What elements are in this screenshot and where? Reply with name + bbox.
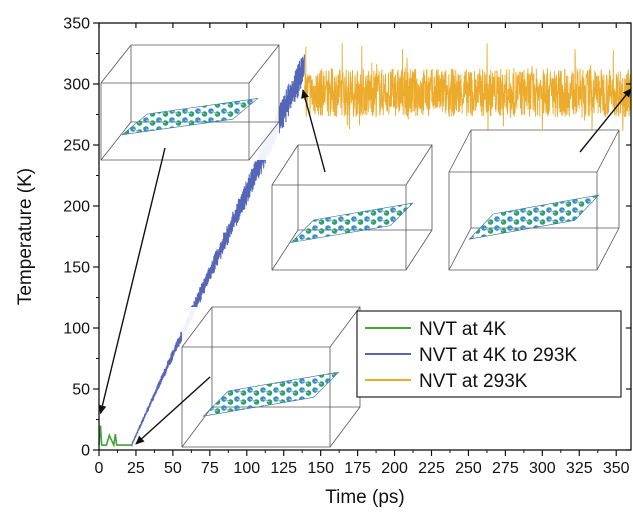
atom-lattice — [290, 202, 414, 243]
x-axis-title: Time (ps) — [325, 487, 405, 508]
x-tick-label: 300 — [529, 460, 556, 477]
y-tick-label: 300 — [63, 77, 90, 94]
y-tick-label: 0 — [81, 443, 90, 460]
atom-lattice — [202, 371, 340, 417]
snapshot-box-edge — [271, 144, 299, 186]
x-tick-label: 0 — [95, 460, 104, 477]
series-line-nvt-4k — [98, 425, 132, 448]
x-tick-label: 125 — [270, 460, 297, 477]
y-axis-title: Temperature (K) — [15, 168, 36, 305]
snapshot-box-edge — [181, 306, 213, 348]
snapshot-box-edge — [596, 129, 620, 173]
arrow-initial — [98, 147, 166, 415]
axes: 0 25 50 75 100 125 150 175 200 225 250 275 300 325 350… — [15, 16, 632, 508]
snapshot-box-edge — [271, 229, 299, 271]
legend-label: NVT at 293K — [419, 371, 528, 392]
x-tick-label: 75 — [201, 460, 219, 477]
snapshot-box-edge — [100, 121, 132, 161]
x-tick-label: 100 — [233, 460, 260, 477]
y-tick-label: 50 — [72, 382, 90, 399]
arrow-ramp-end — [301, 89, 326, 173]
snapshot-box-edge — [248, 44, 280, 84]
y-tick-label: 350 — [63, 16, 90, 33]
series-line-nvt-293k — [303, 42, 632, 139]
snapshot-box-edge — [100, 44, 132, 84]
x-tick-label: 225 — [418, 460, 445, 477]
x-tick-label: 275 — [492, 460, 519, 477]
snapshot-box-edge — [248, 121, 280, 161]
snapshot-final — [448, 129, 620, 271]
snapshot-box-edge — [329, 306, 361, 348]
y-tick-label: 250 — [63, 138, 90, 155]
snapshot-box-edge — [448, 129, 472, 173]
y-tick-label: 150 — [63, 260, 90, 277]
snapshot-ramp-end — [271, 144, 433, 271]
snapshot-ramp-start — [181, 306, 361, 448]
arrow-ramp-start — [135, 376, 211, 445]
x-tick-label: 25 — [127, 460, 145, 477]
y-tick-label: 100 — [63, 321, 90, 338]
x-tick-label: 350 — [603, 460, 630, 477]
x-tick-label: 250 — [455, 460, 482, 477]
atom-lattice — [121, 98, 259, 136]
snapshot-box-edge — [405, 229, 433, 271]
legend: NVT at 4K NVT at 4K to 293K NVT at 293K — [356, 310, 622, 398]
x-tick-label: 200 — [381, 460, 408, 477]
snapshot-initial — [100, 44, 280, 161]
legend-label: NVT at 4K — [419, 319, 507, 340]
snapshot-box-edge — [329, 406, 361, 448]
legend-label: NVT at 4K to 293K — [419, 345, 577, 366]
snapshot-box-edge — [448, 227, 472, 271]
atom-lattice — [468, 194, 600, 240]
snapshot-box-edge — [405, 144, 433, 186]
x-tick-label: 175 — [344, 460, 371, 477]
snapshot-box-edge — [596, 227, 620, 271]
y-tick-label: 200 — [63, 199, 90, 216]
x-tick-label: 150 — [307, 460, 334, 477]
structure-snapshots — [98, 44, 632, 448]
arrow-final — [579, 88, 632, 153]
x-tick-label: 50 — [164, 460, 182, 477]
x-tick-label: 325 — [566, 460, 593, 477]
